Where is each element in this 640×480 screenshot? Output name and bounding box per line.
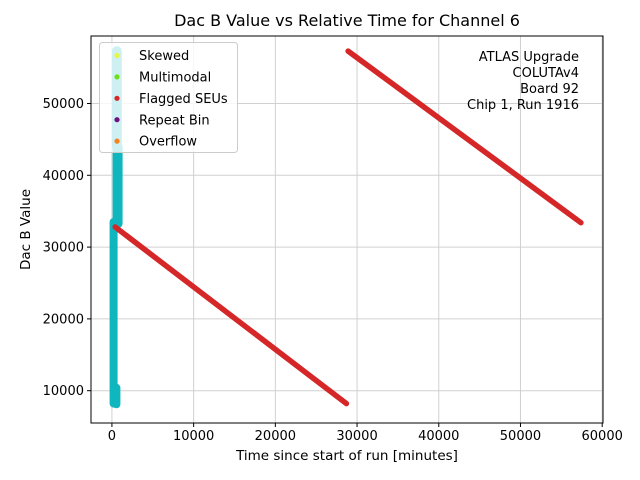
y-tick-label: 20000 [43, 312, 84, 327]
legend-label: Skewed [139, 49, 189, 64]
y-tick-label: 10000 [43, 384, 84, 399]
legend-marker [114, 95, 120, 101]
y-tick-label: 50000 [43, 97, 84, 112]
y-axis-label: Dac B Value [18, 189, 34, 270]
tick-labels: 0 10000 20000 30000 40000 50000 60000 10000 2000… [43, 97, 623, 444]
legend-marker [114, 74, 120, 80]
legend-marker [114, 117, 120, 123]
annotation-line: Board 92 [520, 82, 579, 97]
chart-title: Dac B Value vs Relative Time for Channel… [174, 11, 520, 30]
x-tick-label: 30000 [336, 429, 377, 444]
series-slow-ramp-second [345, 48, 584, 226]
x-tick-label: 40000 [418, 429, 459, 444]
x-tick-label: 10000 [173, 429, 214, 444]
legend-label: Multimodal [139, 71, 211, 86]
x-tick-label: 20000 [255, 429, 296, 444]
tick-marks [87, 102, 603, 427]
x-axis-label: Time since start of run [minutes] [235, 448, 458, 464]
legend-marker [114, 138, 120, 144]
y-tick-label: 30000 [43, 241, 84, 256]
legend-label: Flagged SEUs [139, 92, 228, 107]
annotation-line: ATLAS Upgrade [479, 50, 579, 65]
x-tick-label: 60000 [582, 429, 623, 444]
annotation-line: Chip 1, Run 1916 [467, 98, 579, 113]
legend-label: Repeat Bin [139, 113, 210, 128]
x-tick-label: 0 [108, 429, 116, 444]
annotation-line: COLUTAv4 [513, 66, 579, 81]
plot-area-border [90, 35, 604, 424]
y-tick-label: 40000 [43, 169, 84, 184]
legend-label: Overflow [139, 135, 197, 150]
legend-marker [114, 52, 120, 59]
series-slow-ramp-first [112, 224, 350, 407]
legend-frame [99, 42, 238, 153]
legend: Skewed Multimodal Flagged SEUs Repeat Bin Ov… [99, 42, 238, 153]
x-tick-label: 50000 [500, 429, 541, 444]
